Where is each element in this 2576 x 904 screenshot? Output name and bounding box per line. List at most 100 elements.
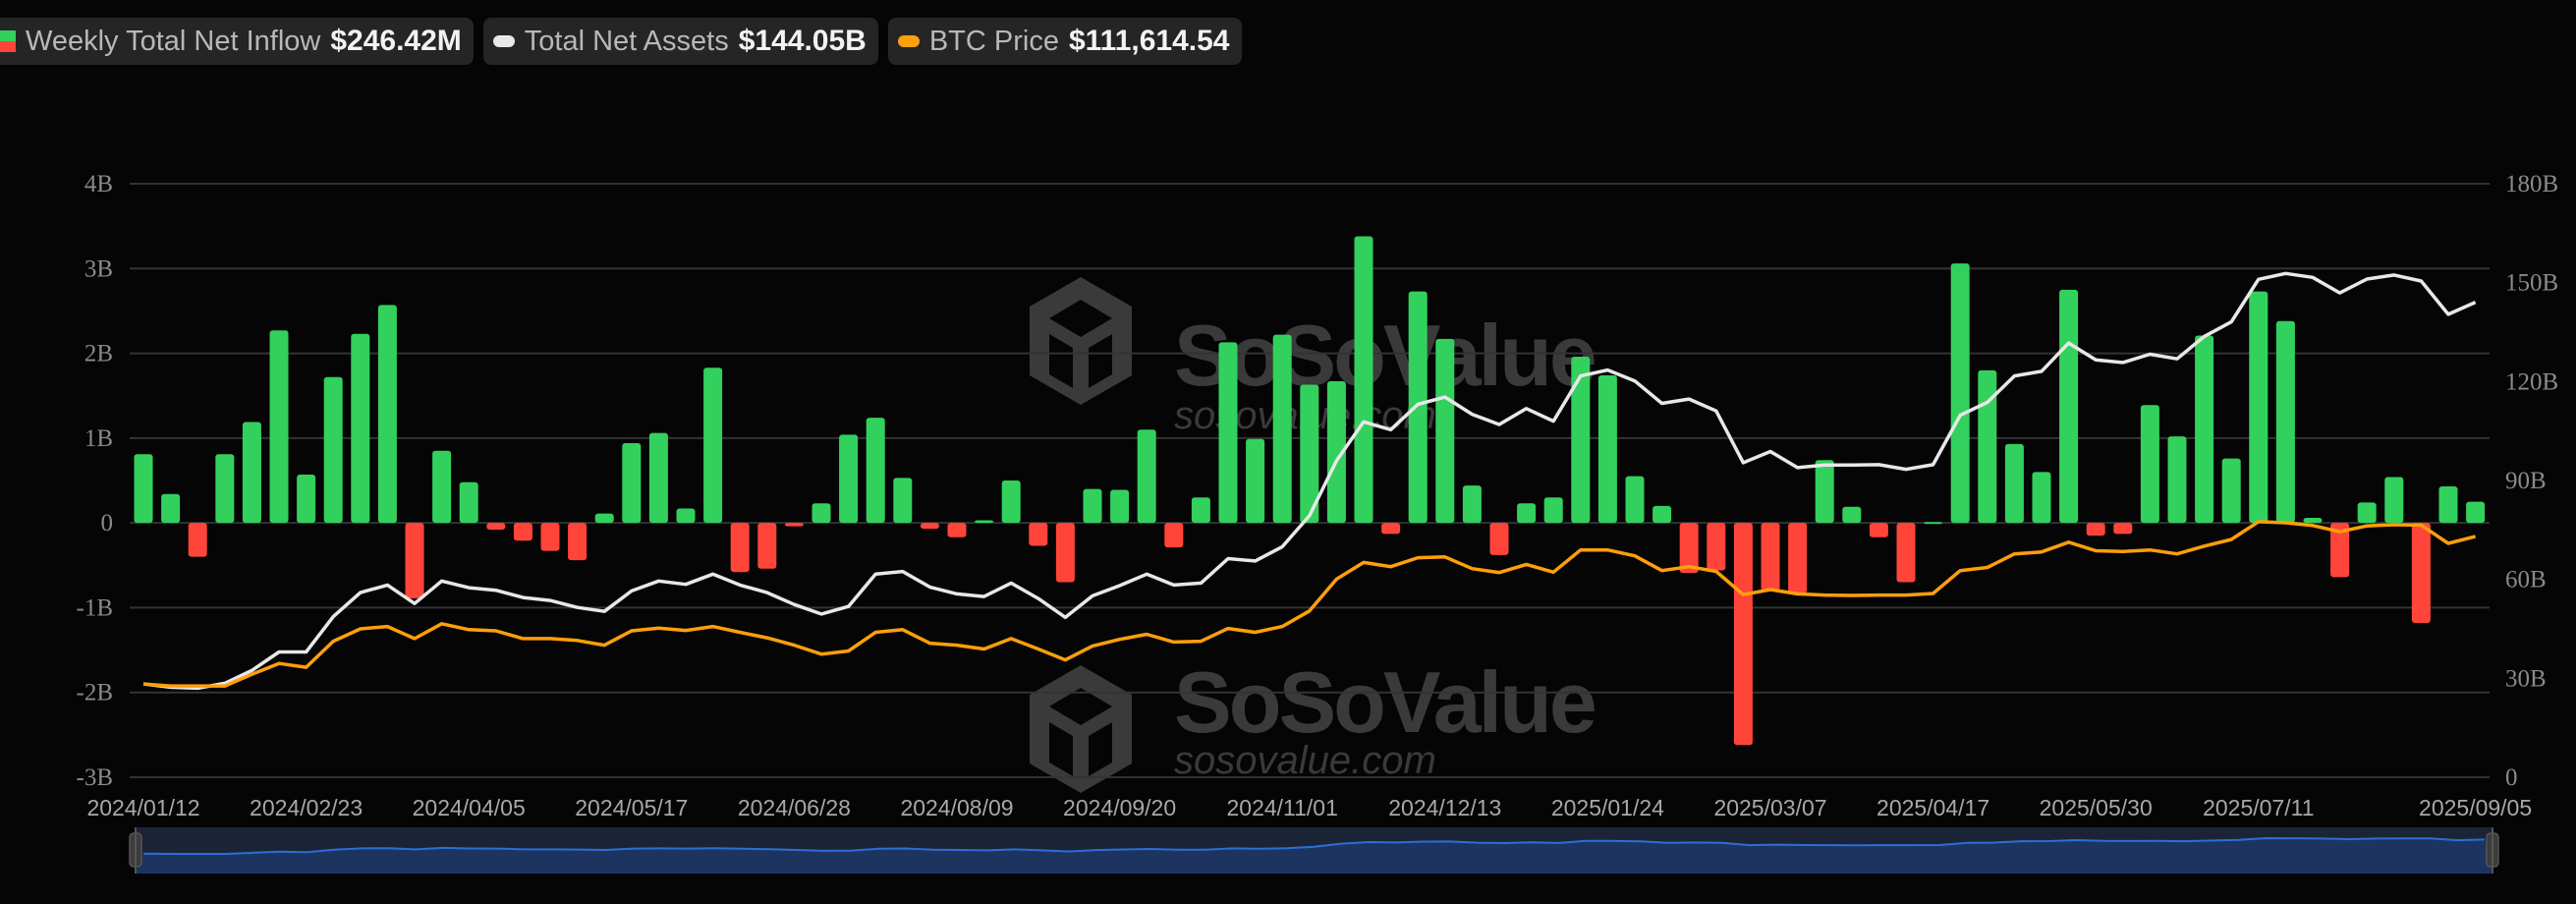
- inflow-bar: [1543, 497, 1563, 524]
- inflow-bar: [1272, 334, 1292, 524]
- line-swatch-icon: [897, 35, 920, 47]
- inflow-bar: [1326, 381, 1346, 524]
- legend-value: $144.05B: [738, 25, 867, 57]
- right-axis: 180B 150B 120B 90B 60B 30B 0: [2505, 171, 2558, 791]
- x-axis-tick-label: 2025/01/24: [1551, 795, 1664, 820]
- inflow-bar: [676, 508, 696, 524]
- x-axis-tick-label: 2024/04/05: [413, 795, 526, 820]
- inflow-bar: [2004, 443, 2024, 524]
- inflow-bar: [1381, 523, 1401, 535]
- inflow-bar: [1489, 523, 1509, 555]
- legend-item-weekly-net-inflow[interactable]: Weekly Total Net Inflow $246.42M: [0, 18, 474, 65]
- inflow-bar: [1707, 523, 1726, 571]
- inflow-bar: [1218, 342, 1238, 524]
- inflow-bar: [486, 523, 506, 531]
- inflow-bar: [1896, 523, 1916, 583]
- legend: Weekly Total Net Inflow $246.42M Total N…: [0, 18, 1242, 65]
- navigator-area: [136, 838, 2492, 874]
- left-axis-tick-label: 2B: [84, 341, 113, 367]
- line-swatch-icon: [492, 35, 515, 47]
- legend-item-total-net-assets[interactable]: Total Net Assets $144.05B: [482, 18, 878, 65]
- inflow-bar: [2411, 523, 2431, 623]
- inflow-bar: [1815, 460, 1834, 524]
- right-axis-tick-label: 120B: [2505, 368, 2558, 395]
- right-axis-tick-label: 150B: [2505, 270, 2558, 297]
- inflow-bar: [2195, 335, 2214, 524]
- inflow-bar: [568, 523, 588, 561]
- inflow-bar: [2330, 523, 2350, 578]
- watermark-site-text: sosovalue.com: [1174, 739, 1436, 782]
- inflow-bar: [784, 523, 804, 527]
- inflow-bar: [2384, 477, 2404, 524]
- legend-label: BTC Price: [928, 25, 1059, 57]
- inflow-bar: [1950, 263, 1970, 524]
- inflow-bar: [893, 478, 913, 524]
- inflow-bar: [2086, 523, 2105, 537]
- legend-value: $246.42M: [330, 25, 462, 57]
- inflow-bar: [242, 422, 261, 524]
- inflow-bar: [540, 523, 560, 551]
- x-axis-tick-label: 2024/02/23: [250, 795, 363, 820]
- x-axis-tick-label: 2024/01/12: [86, 795, 199, 820]
- right-axis-tick-label: 90B: [2505, 468, 2547, 494]
- inflow-bar: [622, 443, 642, 524]
- hexagon-logo-icon: [1030, 277, 1132, 405]
- x-axis: 2024/01/12 2024/02/23 2024/04/05 2024/05/17…: [86, 795, 2532, 820]
- btc-price-line: [142, 520, 2477, 688]
- inflow-bar: [1733, 523, 1753, 746]
- inflow-bar: [1462, 485, 1482, 524]
- x-axis-tick-label: 2024/05/17: [575, 795, 688, 820]
- left-axis-tick-label: 1B: [84, 425, 113, 452]
- right-axis-tick-label: 60B: [2505, 567, 2547, 593]
- inflow-bar: [648, 432, 668, 524]
- left-axis-tick-label: 4B: [84, 171, 113, 198]
- inflow-bar: [1679, 523, 1699, 574]
- left-axis-tick-label: -3B: [77, 764, 114, 791]
- inflow-bar: [1055, 523, 1075, 583]
- inflow-bar: [2140, 405, 2159, 524]
- inflow-bar: [2466, 501, 2486, 524]
- inflow-bar: [1300, 384, 1319, 524]
- sosovalue-watermark-logo: SoSoValue sosovalue.com: [1030, 653, 1597, 793]
- inflow-bar: [1625, 476, 1645, 524]
- inflow-bar: [730, 523, 750, 573]
- inflow-bar: [1517, 503, 1537, 524]
- inflow-bar: [2221, 458, 2241, 524]
- inflow-bar: [975, 520, 994, 524]
- x-axis-tick-label: 2024/09/20: [1063, 795, 1176, 820]
- range-navigator[interactable]: [129, 827, 2499, 874]
- inflow-bar: [1408, 291, 1428, 524]
- inflow-bar: [1164, 523, 1184, 548]
- inflow-bar: [947, 523, 967, 537]
- x-axis-tick-label: 2025/05/30: [2040, 795, 2153, 820]
- inflow-bar: [297, 474, 316, 524]
- inflow-bar: [866, 418, 885, 524]
- inflow-bars: [134, 236, 2486, 746]
- x-axis-tick-label: 2024/06/28: [738, 795, 851, 820]
- x-axis-tick-label: 2025/09/05: [2419, 795, 2532, 820]
- inflow-bar: [594, 513, 614, 524]
- inflow-bar: [920, 523, 939, 530]
- inflow-bar: [703, 367, 723, 524]
- x-axis-tick-label: 2025/04/17: [1876, 795, 1989, 820]
- inflow-bar: [812, 503, 831, 524]
- legend-item-btc-price[interactable]: BTC Price $111,614.54: [887, 18, 1242, 65]
- inflow-bar: [1435, 338, 1455, 524]
- inflow-bar: [1354, 236, 1373, 524]
- left-axis: 4B 3B 2B 1B 0 -1B -2B -3B: [77, 171, 114, 791]
- inflow-bar: [1246, 438, 1265, 524]
- inflow-bar: [2032, 472, 2051, 524]
- inflow-bar: [2113, 523, 2133, 535]
- inflow-bar: [377, 305, 397, 524]
- inflow-bar: [1191, 497, 1210, 524]
- bar-swatch-icon: [0, 30, 16, 52]
- inflow-bar: [351, 333, 370, 524]
- right-axis-tick-label: 180B: [2505, 171, 2558, 198]
- inflow-bar: [757, 523, 777, 569]
- inflow-bar: [1137, 429, 1156, 524]
- inflow-bar: [1083, 488, 1102, 524]
- right-axis-tick-label: 0: [2505, 764, 2518, 791]
- total-net-assets-line: [142, 271, 2477, 691]
- inflow-bar: [1788, 523, 1808, 593]
